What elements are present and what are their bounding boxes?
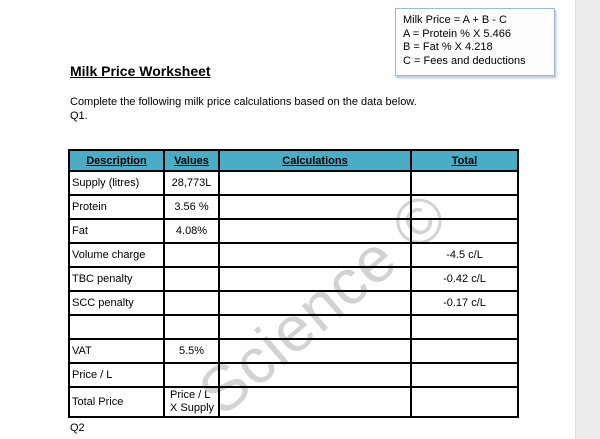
cell-calculations bbox=[218, 314, 412, 340]
cell-description: TBC penalty bbox=[68, 266, 165, 292]
cell-calculations bbox=[218, 194, 412, 220]
cell-total bbox=[410, 194, 519, 220]
formula-line-c: C = Fees and deductions bbox=[403, 54, 526, 67]
cell-total bbox=[410, 314, 519, 340]
cell-total bbox=[410, 386, 519, 418]
cell-total: -0.42 c/L bbox=[410, 266, 519, 292]
cell-description: Volume charge bbox=[68, 242, 165, 268]
table-header-row: Description Values Calculations Total bbox=[68, 149, 519, 172]
cell-description: Fat bbox=[68, 218, 165, 244]
column-header-values: Values bbox=[163, 149, 220, 172]
page-edge-strip bbox=[575, 0, 600, 439]
cell-description: Price / L bbox=[68, 362, 165, 388]
cell-values bbox=[163, 242, 220, 268]
table-row: Supply (litres) 28,773L bbox=[68, 170, 519, 196]
cell-calculations bbox=[218, 386, 412, 418]
cell-calculations bbox=[218, 290, 412, 316]
cell-calculations bbox=[218, 266, 412, 292]
cell-total: -4.5 c/L bbox=[410, 242, 519, 268]
question-2-label: Q2 bbox=[70, 422, 85, 434]
cell-calculations bbox=[218, 170, 412, 196]
cell-values: 4.08% bbox=[163, 218, 220, 244]
table-row: Total Price Price / L X Supply bbox=[68, 386, 519, 418]
table-row: Price / L bbox=[68, 362, 519, 388]
cell-calculations bbox=[218, 362, 412, 388]
cell-description: SCC penalty bbox=[68, 290, 165, 316]
cell-total bbox=[410, 362, 519, 388]
cell-description: Protein bbox=[68, 194, 165, 220]
cell-values: Price / L X Supply bbox=[163, 386, 220, 418]
table-row bbox=[68, 314, 519, 340]
cell-total bbox=[410, 338, 519, 364]
cell-total bbox=[410, 170, 519, 196]
column-header-calculations: Calculations bbox=[218, 149, 412, 172]
cell-values: 3.56 % bbox=[163, 194, 220, 220]
cell-calculations bbox=[218, 242, 412, 268]
cell-calculations bbox=[218, 218, 412, 244]
cell-total: -0.17 c/L bbox=[410, 290, 519, 316]
formula-line-a: A = Protein % X 5.466 bbox=[403, 27, 511, 40]
formula-box: Milk Price = A + B - C A = Protein % X 5… bbox=[395, 8, 555, 76]
cell-values bbox=[163, 362, 220, 388]
table-row: SCC penalty -0.17 c/L bbox=[68, 290, 519, 316]
column-header-description: Description bbox=[68, 149, 165, 172]
milk-price-table: Description Values Calculations Total Su… bbox=[68, 149, 519, 418]
instruction-text: Complete the following milk price calcul… bbox=[70, 96, 417, 108]
cell-values bbox=[163, 290, 220, 316]
column-header-total: Total bbox=[410, 149, 519, 172]
cell-description: VAT bbox=[68, 338, 165, 364]
table-row: TBC penalty -0.42 c/L bbox=[68, 266, 519, 292]
cell-description: Supply (litres) bbox=[68, 170, 165, 196]
cell-description: Total Price bbox=[68, 386, 165, 418]
cell-values bbox=[163, 314, 220, 340]
table-row: Volume charge -4.5 c/L bbox=[68, 242, 519, 268]
cell-calculations bbox=[218, 338, 412, 364]
cell-values: 5.5% bbox=[163, 338, 220, 364]
question-1-label: Q1. bbox=[70, 110, 88, 122]
cell-values: 28,773L bbox=[163, 170, 220, 196]
table-row: VAT 5.5% bbox=[68, 338, 519, 364]
cell-total bbox=[410, 218, 519, 244]
formula-line-milk-price: Milk Price = A + B - C bbox=[403, 14, 507, 26]
page-title: Milk Price Worksheet bbox=[70, 63, 211, 79]
formula-line-b: B = Fat % X 4.218 bbox=[403, 41, 493, 53]
cell-values bbox=[163, 266, 220, 292]
table-row: Protein 3.56 % bbox=[68, 194, 519, 220]
table-body: Supply (litres) 28,773L Protein 3.56 % Fat 4.… bbox=[68, 170, 519, 418]
cell-description bbox=[68, 314, 165, 340]
table-row: Fat 4.08% bbox=[68, 218, 519, 244]
